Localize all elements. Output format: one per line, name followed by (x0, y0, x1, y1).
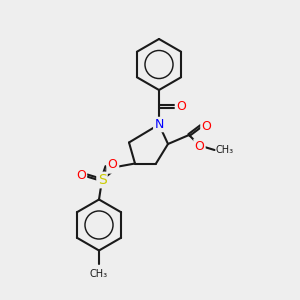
Text: O: O (108, 158, 117, 172)
Text: CH₃: CH₃ (90, 269, 108, 279)
Text: O: O (202, 119, 211, 133)
Text: S: S (98, 173, 106, 187)
Text: O: O (176, 100, 186, 113)
Text: N: N (154, 118, 164, 131)
Text: O: O (195, 140, 204, 153)
Text: O: O (108, 159, 118, 172)
Text: O: O (76, 169, 86, 182)
Text: CH₃: CH₃ (216, 145, 234, 155)
